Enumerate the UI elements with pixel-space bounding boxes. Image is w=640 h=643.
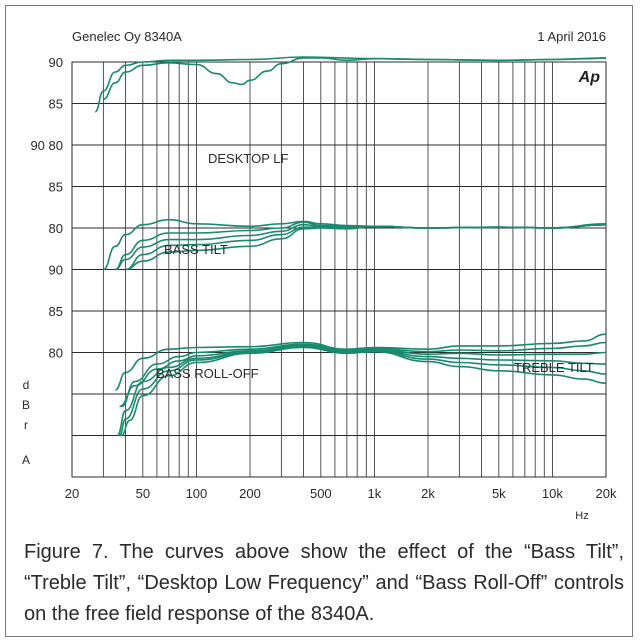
y-axis-label-letter: A <box>22 453 30 467</box>
header-right: 1 April 2016 <box>537 29 606 44</box>
annotation-bass-roll-off: BASS ROLL-OFF <box>156 366 259 381</box>
y-tick-label: 80 <box>49 221 63 236</box>
annotation-bass-tilt: BASS TILT <box>164 242 228 257</box>
y-axis-label-letter: r <box>24 418 28 432</box>
x-unit-label: Hz <box>575 510 588 522</box>
x-tick-label: 2k <box>421 486 435 501</box>
annotation-treble-tilt: TREBLE TILT <box>514 360 594 375</box>
y-tick-label: 85 <box>49 180 63 195</box>
curves <box>94 56 607 437</box>
y-tick-label: 85 <box>49 304 63 319</box>
y-tick-label: 90 80 <box>30 138 63 153</box>
x-tick-label: 50 <box>136 486 150 501</box>
x-tick-label: 5k <box>492 486 506 501</box>
frequency-response-chart: Genelec Oy 8340A 1 April 2016 Ap DESKTOP… <box>22 29 617 522</box>
y-axis-label-letter: B <box>22 398 30 412</box>
y-tick-label: 85 <box>49 97 63 112</box>
x-tick-label: 100 <box>186 486 208 501</box>
figure-caption: Figure 7. The curves above show the effe… <box>24 541 624 625</box>
y-tick-label: 90 <box>49 263 63 278</box>
x-tick-label: 20k <box>596 486 617 501</box>
x-tick-label: 10k <box>542 486 563 501</box>
annotation-desktop-lf: DESKTOP LF <box>208 151 288 166</box>
y-tick-label: 80 <box>49 346 63 361</box>
header-left: Genelec Oy 8340A <box>72 29 182 44</box>
x-tick-label: 500 <box>310 486 332 501</box>
x-tick-label: 20 <box>65 486 79 501</box>
response-curve <box>125 223 607 271</box>
labels: Genelec Oy 8340A 1 April 2016 Ap DESKTOP… <box>22 29 617 522</box>
ap-logo: Ap <box>578 69 601 86</box>
y-axis-label-letter: d <box>23 378 30 392</box>
x-tick-label: 200 <box>239 486 261 501</box>
figure-frame: Genelec Oy 8340A 1 April 2016 Ap DESKTOP… <box>5 5 633 637</box>
x-tick-label: 1k <box>368 486 382 501</box>
grid <box>71 61 607 478</box>
y-tick-label: 90 <box>49 55 63 70</box>
response-curve <box>103 57 607 101</box>
response-curve <box>121 346 607 437</box>
